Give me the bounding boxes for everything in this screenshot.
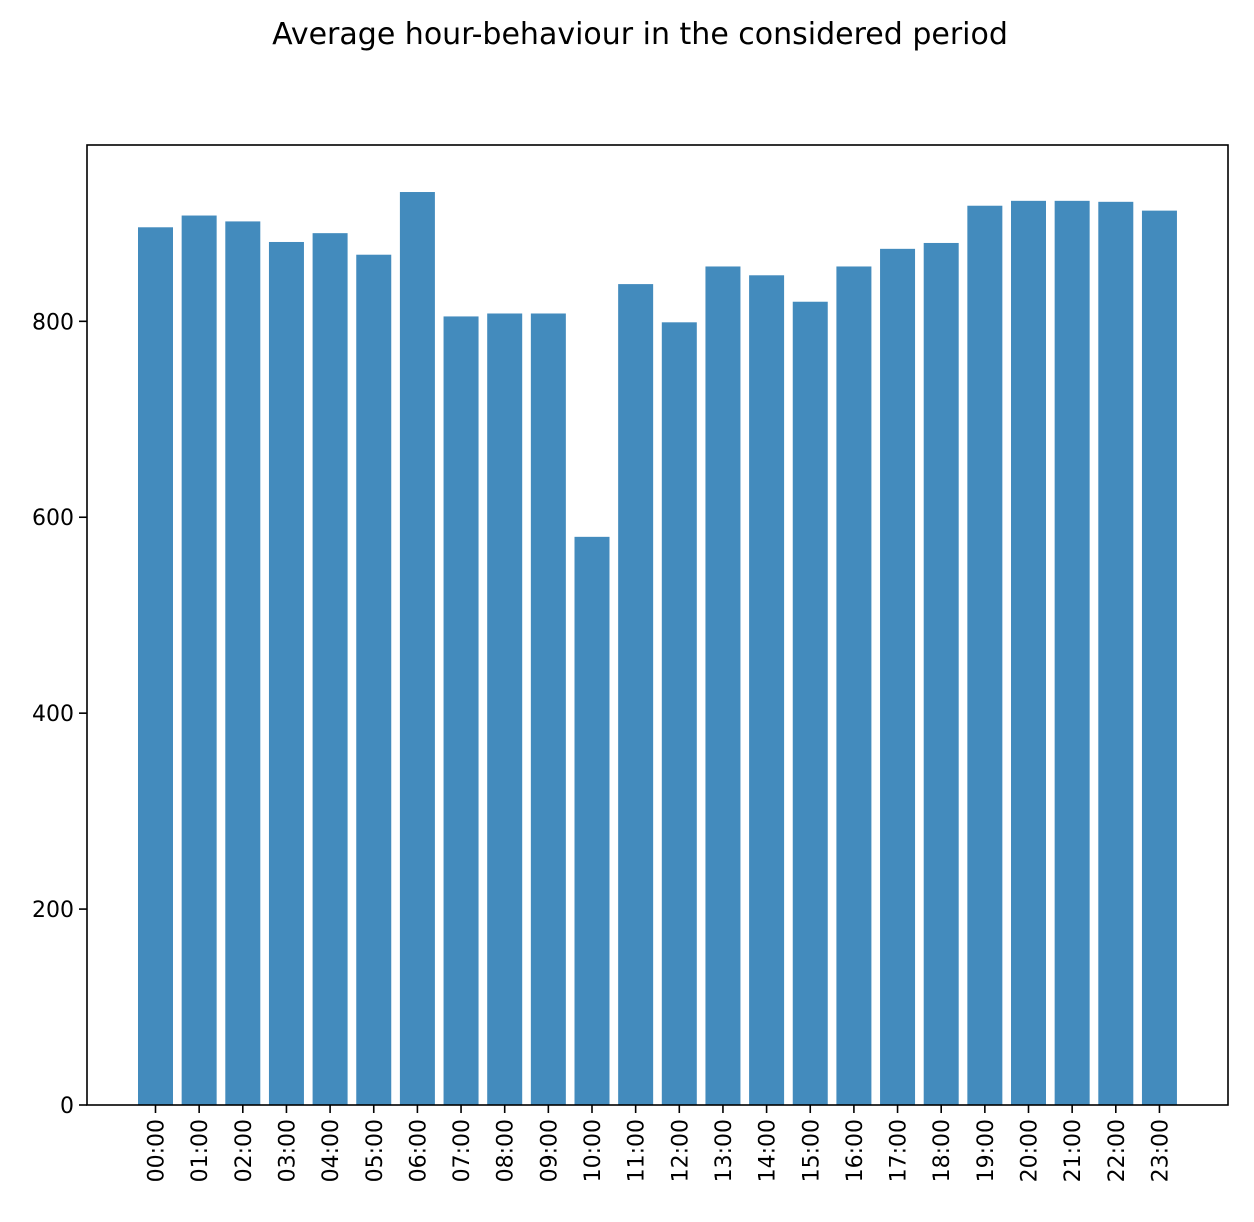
bar-1700 xyxy=(880,248,916,1106)
bar-2300 xyxy=(1141,210,1177,1105)
bar-0500 xyxy=(356,254,392,1105)
chart-title: Average hour-behaviour in the considered… xyxy=(272,17,1008,52)
bar-2100 xyxy=(1054,200,1090,1106)
bar-1100 xyxy=(618,284,654,1106)
bar-0300 xyxy=(268,241,304,1106)
x-tick-label: 00:00 xyxy=(145,1119,170,1182)
bar-1300 xyxy=(705,266,741,1106)
bar-0900 xyxy=(530,313,566,1105)
x-tick-label: 20:00 xyxy=(1018,1119,1043,1182)
bar-2000 xyxy=(1011,200,1046,1106)
x-tick-label: 18:00 xyxy=(930,1119,955,1182)
y-tick-label: 400 xyxy=(32,702,74,727)
x-tick-label: 12:00 xyxy=(668,1119,693,1182)
bar-1000 xyxy=(574,536,610,1105)
x-tick-label: 01:00 xyxy=(188,1119,213,1182)
bars-layer xyxy=(138,192,1177,1106)
x-tick-label: 21:00 xyxy=(1061,1119,1086,1182)
y-axis: 0 200 400 600 800 xyxy=(32,310,87,1119)
x-tick-label: 02:00 xyxy=(232,1119,257,1182)
y-tick-label: 0 xyxy=(60,1094,74,1119)
bar-2200 xyxy=(1098,201,1134,1105)
x-tick-label: 06:00 xyxy=(406,1119,431,1182)
x-tick-label: 19:00 xyxy=(974,1119,999,1182)
bar-0200 xyxy=(225,221,261,1105)
bar-1900 xyxy=(967,205,1003,1106)
x-tick-label: 13:00 xyxy=(712,1119,737,1182)
plot-frame xyxy=(86,144,1229,1106)
x-tick-label: 08:00 xyxy=(494,1119,519,1182)
x-tick-label: 23:00 xyxy=(1148,1119,1173,1182)
bar-0100 xyxy=(181,215,217,1105)
bar-0400 xyxy=(312,233,348,1105)
x-tick-label: 11:00 xyxy=(625,1119,650,1182)
x-tick-label: 03:00 xyxy=(275,1119,300,1182)
x-tick-label: 05:00 xyxy=(363,1119,388,1182)
bar-1400 xyxy=(749,275,785,1105)
x-axis: 00:00 01:00 02:00 03:00 04:00 05:00 06:00 07:00… xyxy=(145,1105,1173,1182)
bar-0700 xyxy=(443,316,479,1105)
bar-1600 xyxy=(836,266,872,1106)
bar-0600 xyxy=(399,192,435,1105)
bar-1200 xyxy=(661,322,697,1105)
x-tick-label: 09:00 xyxy=(537,1119,562,1182)
x-tick-label: 10:00 xyxy=(581,1119,606,1182)
x-tick-label: 07:00 xyxy=(450,1119,475,1182)
bar-0800 xyxy=(487,313,523,1105)
x-tick-label: 15:00 xyxy=(799,1119,824,1182)
y-tick-label: 600 xyxy=(32,506,74,531)
x-tick-label: 16:00 xyxy=(843,1119,868,1182)
x-tick-label: 04:00 xyxy=(319,1119,344,1182)
bar-0000 xyxy=(138,227,173,1106)
x-tick-label: 17:00 xyxy=(887,1119,912,1182)
bar-1500 xyxy=(792,301,828,1106)
y-tick-label: 200 xyxy=(32,898,74,923)
x-tick-label: 14:00 xyxy=(756,1119,781,1182)
x-tick-label: 22:00 xyxy=(1105,1119,1130,1182)
y-tick-label: 800 xyxy=(32,310,74,335)
bar-1800 xyxy=(923,242,959,1105)
